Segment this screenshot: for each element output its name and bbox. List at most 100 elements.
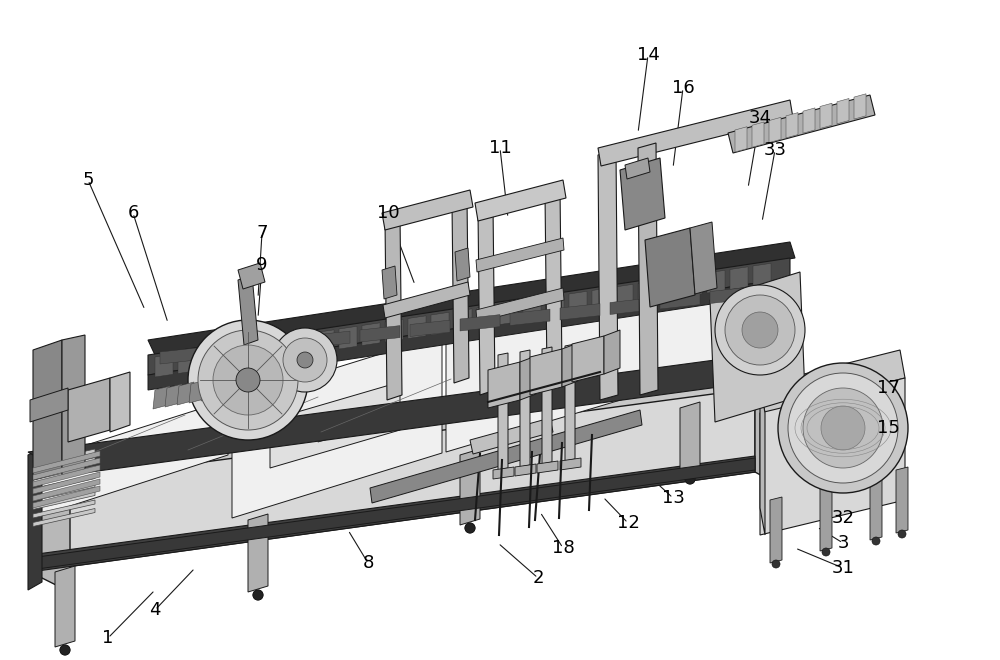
Polygon shape — [645, 228, 695, 307]
Text: 4: 4 — [149, 601, 161, 619]
Text: 12: 12 — [617, 514, 639, 532]
Polygon shape — [33, 457, 95, 475]
Polygon shape — [896, 467, 908, 533]
Polygon shape — [837, 98, 849, 124]
Polygon shape — [30, 388, 68, 422]
Polygon shape — [803, 108, 815, 133]
Polygon shape — [661, 277, 679, 300]
Polygon shape — [710, 272, 805, 422]
Circle shape — [283, 338, 327, 382]
Polygon shape — [786, 113, 798, 138]
Circle shape — [872, 537, 880, 545]
Circle shape — [60, 645, 70, 655]
Polygon shape — [148, 278, 790, 390]
Polygon shape — [33, 486, 100, 508]
Text: 13: 13 — [662, 489, 684, 507]
Text: 32: 32 — [832, 509, 854, 527]
Polygon shape — [33, 465, 100, 487]
Text: 17: 17 — [877, 379, 899, 397]
Polygon shape — [752, 122, 764, 147]
Polygon shape — [68, 378, 110, 442]
Text: 18: 18 — [552, 539, 574, 557]
Polygon shape — [452, 198, 469, 383]
Polygon shape — [148, 242, 795, 355]
Polygon shape — [446, 250, 755, 452]
Circle shape — [213, 345, 283, 415]
Polygon shape — [560, 304, 600, 320]
Circle shape — [715, 285, 805, 375]
Polygon shape — [760, 378, 905, 535]
Polygon shape — [148, 258, 790, 375]
Polygon shape — [33, 492, 95, 510]
Polygon shape — [270, 382, 400, 468]
Polygon shape — [476, 288, 564, 322]
Polygon shape — [55, 566, 75, 647]
Polygon shape — [500, 302, 518, 325]
Text: 2: 2 — [532, 569, 544, 587]
Polygon shape — [455, 248, 470, 281]
Polygon shape — [638, 280, 656, 304]
Text: 16: 16 — [672, 79, 694, 97]
Polygon shape — [33, 508, 95, 527]
Polygon shape — [178, 351, 196, 374]
Polygon shape — [545, 188, 562, 377]
Circle shape — [465, 523, 475, 533]
Polygon shape — [33, 451, 100, 473]
Text: 14: 14 — [637, 46, 659, 64]
Polygon shape — [153, 386, 170, 409]
Circle shape — [788, 373, 898, 483]
Text: 34: 34 — [748, 109, 772, 127]
Polygon shape — [370, 410, 642, 503]
Polygon shape — [523, 298, 541, 321]
Polygon shape — [610, 298, 650, 315]
Text: 15: 15 — [877, 419, 899, 437]
Polygon shape — [30, 456, 755, 572]
Text: 8: 8 — [362, 554, 374, 572]
Polygon shape — [769, 117, 781, 143]
Polygon shape — [201, 347, 219, 370]
Polygon shape — [224, 344, 242, 366]
Polygon shape — [385, 215, 402, 400]
Polygon shape — [408, 315, 426, 339]
Polygon shape — [362, 323, 380, 345]
Polygon shape — [30, 360, 755, 572]
Polygon shape — [760, 350, 905, 413]
Polygon shape — [620, 158, 665, 230]
Text: 7: 7 — [256, 224, 268, 242]
Polygon shape — [707, 271, 725, 293]
Polygon shape — [33, 400, 228, 518]
Circle shape — [188, 320, 308, 440]
Polygon shape — [33, 479, 100, 501]
Polygon shape — [460, 315, 500, 331]
Polygon shape — [770, 497, 782, 563]
Circle shape — [772, 560, 780, 568]
Polygon shape — [870, 474, 882, 540]
Polygon shape — [30, 358, 755, 467]
Polygon shape — [33, 500, 95, 518]
Circle shape — [898, 530, 906, 538]
Polygon shape — [33, 458, 100, 480]
Polygon shape — [33, 449, 95, 467]
Polygon shape — [598, 150, 618, 400]
Circle shape — [742, 312, 778, 348]
Polygon shape — [210, 342, 250, 358]
Polygon shape — [62, 335, 85, 478]
Polygon shape — [572, 336, 604, 382]
Circle shape — [725, 295, 795, 365]
Polygon shape — [710, 287, 750, 304]
Polygon shape — [30, 458, 755, 570]
Polygon shape — [238, 275, 258, 345]
Polygon shape — [498, 353, 508, 470]
Text: 11: 11 — [489, 139, 511, 157]
Polygon shape — [475, 180, 566, 221]
Text: 10: 10 — [377, 204, 399, 222]
Circle shape — [803, 388, 883, 468]
Circle shape — [198, 330, 298, 430]
Polygon shape — [488, 362, 520, 408]
Polygon shape — [28, 354, 800, 475]
Polygon shape — [385, 319, 403, 342]
Polygon shape — [383, 282, 470, 318]
Polygon shape — [248, 514, 268, 592]
Polygon shape — [316, 330, 334, 352]
Polygon shape — [382, 190, 473, 230]
